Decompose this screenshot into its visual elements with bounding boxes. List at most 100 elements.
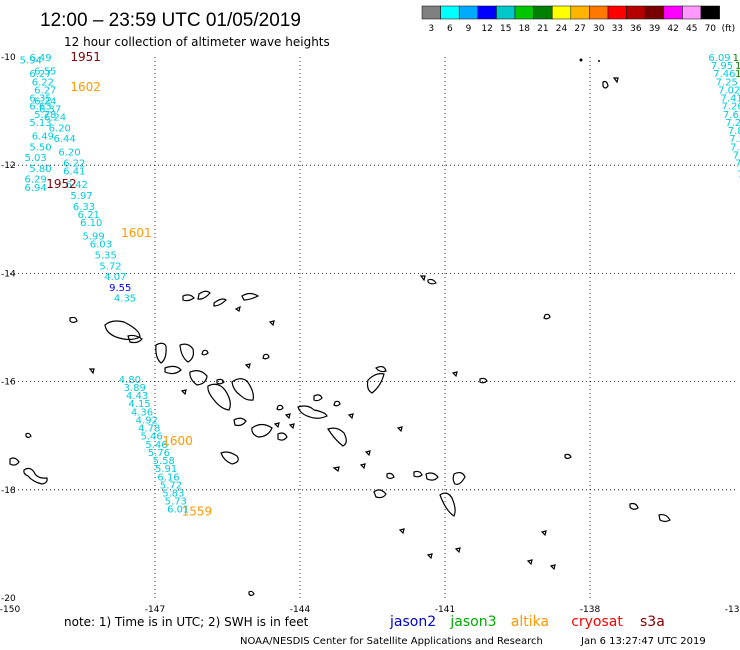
swh-value-label: 6.22 bbox=[32, 77, 54, 88]
island-outline bbox=[234, 305, 241, 312]
legend-swatch bbox=[644, 5, 665, 20]
swh-value-label: 3.89 bbox=[124, 383, 146, 394]
latitude-tick-label: -16 bbox=[1, 378, 16, 388]
legend-swatch bbox=[496, 5, 516, 20]
swh-value-label: 5.03 bbox=[25, 153, 47, 164]
longitude-tick-label: -150 bbox=[0, 605, 20, 615]
legend-swatch bbox=[551, 5, 572, 20]
legend-label: 3 bbox=[428, 24, 434, 34]
island-outline bbox=[231, 378, 254, 401]
island-outline bbox=[327, 427, 347, 447]
swh-value-label: 7.68 bbox=[733, 150, 740, 161]
legend-label: 45 bbox=[686, 24, 697, 34]
swh-value-label: 7.42 bbox=[735, 158, 740, 169]
legend-label: 24 bbox=[556, 24, 568, 34]
island-outline bbox=[543, 313, 551, 320]
island-outline bbox=[332, 466, 340, 473]
swh-value-label: 6.16 bbox=[157, 472, 179, 483]
island-outline bbox=[179, 343, 195, 363]
legend-swatch bbox=[477, 5, 497, 20]
legend-label: 42 bbox=[667, 24, 678, 34]
island-outline bbox=[439, 492, 456, 517]
longitude-tick-label: -138 bbox=[580, 605, 601, 615]
satellite-name: jason3 bbox=[449, 614, 496, 630]
axis-ticks: -150 -147 -144 -141 -138 -135 -10 -12 -14 -16 -18 -… bbox=[0, 53, 740, 615]
legend-label: 39 bbox=[649, 24, 661, 34]
swh-value-label: 7.26 bbox=[721, 102, 740, 113]
swh-value-label: 7.54 bbox=[729, 134, 740, 145]
legend-label: 21 bbox=[537, 24, 548, 34]
island-outline bbox=[396, 426, 403, 433]
swh-value-label: 5.78 bbox=[34, 110, 56, 121]
swh-value-label: 6.10 bbox=[80, 218, 102, 229]
latitude-tick-label: -14 bbox=[1, 269, 16, 279]
legend-label: 12 bbox=[481, 24, 492, 34]
legend-swatch bbox=[607, 5, 627, 20]
island-dot bbox=[598, 60, 600, 62]
island-outline bbox=[233, 417, 247, 427]
time-label: 1601 bbox=[121, 226, 152, 240]
swh-value-label: 7.46 bbox=[713, 69, 735, 80]
longitude-tick-label: -135 bbox=[725, 605, 740, 615]
island-outline bbox=[426, 553, 433, 560]
island-outline bbox=[197, 290, 211, 300]
island-outline bbox=[104, 320, 141, 341]
legend-label: 30 bbox=[593, 24, 605, 34]
island-outline bbox=[276, 404, 284, 411]
legend-swatch bbox=[533, 5, 553, 20]
legend-swatch bbox=[589, 5, 609, 20]
swh-value-label: 5.76 bbox=[148, 448, 170, 459]
island-outline bbox=[201, 349, 209, 356]
swh-value-label: 6.22 bbox=[63, 158, 85, 169]
island-outline bbox=[284, 413, 291, 420]
latitude-tick-label: -20 bbox=[1, 594, 16, 604]
island-outline bbox=[213, 298, 227, 307]
island-outline bbox=[220, 451, 239, 465]
island-outline bbox=[262, 353, 270, 360]
swh-value-label: 4.78 bbox=[138, 424, 160, 435]
swh-value-label: 5.91 bbox=[155, 464, 177, 475]
island-outline bbox=[9, 457, 20, 466]
altika-track-labels: 6.495.946.556.276.226.276.356.246.376.63… bbox=[20, 53, 190, 516]
color-scale-legend: 3 6 9 12 15 18 21 24 27 30 33 36 39 42 45 70 (ft) bbox=[421, 5, 735, 34]
swh-value-label: 7.02 bbox=[718, 85, 740, 96]
swh-value-label: 7 bbox=[737, 169, 740, 180]
island-outline bbox=[273, 422, 280, 429]
swh-value-label: 4.15 bbox=[128, 399, 150, 410]
footer-credit: NOAA/NESDIS Center for Satellite Applica… bbox=[240, 636, 543, 647]
swh-value-label: 6.33 bbox=[73, 202, 95, 213]
swh-value-label: 5.97 bbox=[70, 191, 92, 202]
swh-value-label: 6.03 bbox=[90, 240, 112, 251]
swh-value-label: 6.27 bbox=[34, 85, 56, 96]
island-outline bbox=[127, 334, 143, 344]
legend-swatch bbox=[458, 5, 479, 20]
island-outline bbox=[25, 432, 32, 439]
right-edge-track-labels: 6.09157.95157.4617.257.027.417.267.637.2… bbox=[708, 53, 740, 180]
island-outline bbox=[386, 472, 395, 480]
island-outline bbox=[658, 513, 671, 523]
swh-value-label: 6.44 bbox=[54, 134, 76, 145]
island-outline bbox=[540, 530, 547, 537]
swh-value-label: 6.35 bbox=[29, 94, 51, 105]
island-outline bbox=[277, 432, 288, 441]
legend-label: 9 bbox=[466, 24, 472, 34]
latitude-tick-label: -18 bbox=[1, 486, 16, 496]
swh-value-label: 5.35 bbox=[95, 250, 117, 261]
swh-value-label: 15 bbox=[733, 53, 740, 64]
legend-swatch bbox=[421, 5, 441, 20]
swh-value-label: 7.63 bbox=[723, 110, 740, 121]
swh-value-label: 5.80 bbox=[29, 164, 51, 175]
island-outline bbox=[419, 275, 426, 282]
swh-value-label: 5.46 bbox=[145, 440, 167, 451]
swh-value-label: 5.72 bbox=[99, 261, 121, 272]
swh-value-label: 5.94 bbox=[20, 56, 42, 67]
legend-label: 18 bbox=[519, 24, 531, 34]
swh-value-label: 5.58 bbox=[153, 456, 175, 467]
island-outline bbox=[180, 389, 187, 396]
island-outline bbox=[297, 405, 328, 419]
satellite-legend: jason2 jason3 altika cryosat s3a bbox=[389, 614, 665, 630]
legend-label: 33 bbox=[612, 24, 623, 34]
map-title: 12:00 – 23:59 UTC 01/05/2019 bbox=[40, 10, 301, 31]
island-outline bbox=[398, 528, 405, 535]
